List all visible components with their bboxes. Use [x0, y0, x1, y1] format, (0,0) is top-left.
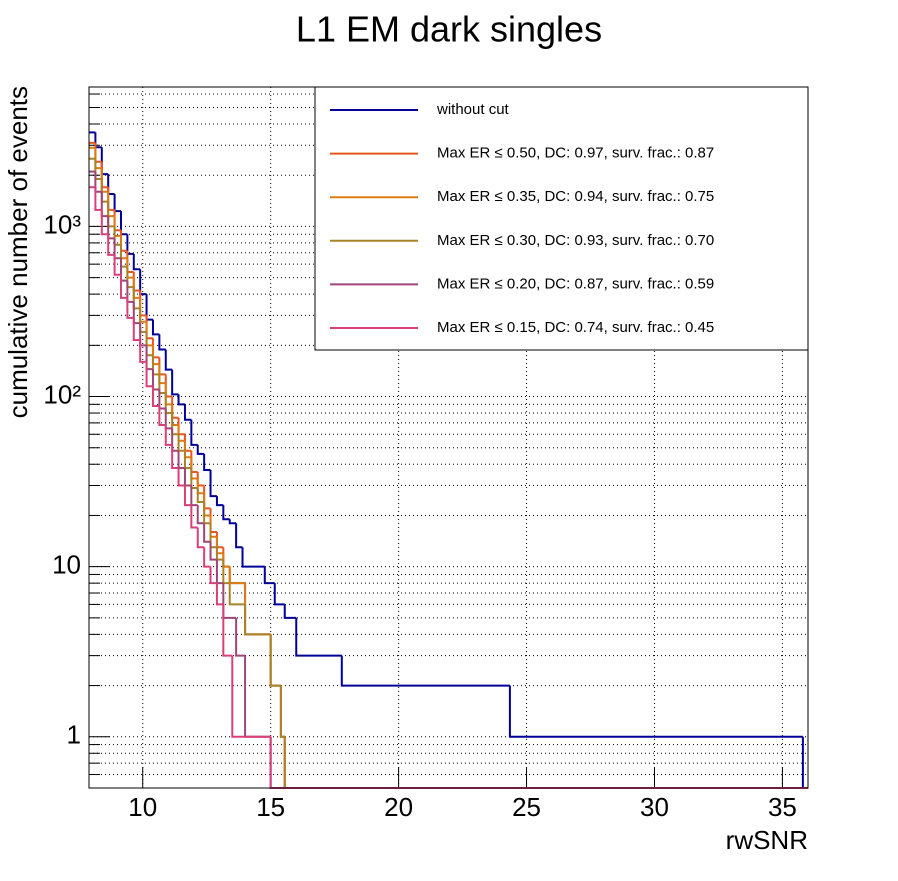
step-segment	[171, 369, 179, 396]
y-tick-label: 1	[67, 720, 81, 750]
step-segment	[113, 254, 121, 276]
x-tick-label: 25	[512, 792, 541, 822]
step-segment	[228, 583, 246, 606]
step-segment	[209, 541, 217, 561]
step-segment	[164, 425, 173, 446]
step-segment	[177, 468, 185, 487]
step-segment	[132, 317, 141, 341]
step-segment	[235, 523, 243, 549]
legend-label: without cut	[436, 101, 510, 118]
step-segment	[283, 604, 297, 619]
step-segment	[215, 583, 224, 606]
legend-label: Max ER ≤ 0.35, DC: 0.94, surv. frac.: 0.…	[437, 188, 714, 205]
step-segment	[196, 488, 205, 503]
step-segment	[126, 297, 134, 319]
step-segment	[183, 468, 192, 487]
step-segment	[279, 685, 285, 738]
step-segment	[196, 505, 205, 525]
step-segment	[231, 655, 271, 738]
step-segment	[209, 470, 217, 498]
legend-label: Max ER ≤ 0.15, DC: 0.74, surv. frac.: 0.…	[437, 319, 714, 336]
step-segment	[209, 566, 217, 585]
step-segment	[196, 444, 205, 455]
step-segment	[132, 253, 141, 271]
step-segment	[295, 617, 342, 657]
step-segment	[340, 655, 510, 687]
step-segment	[183, 450, 192, 470]
legend-label: Max ER ≤ 0.20, DC: 0.87, surv. frac.: 0.…	[437, 275, 714, 292]
step-segment	[222, 505, 230, 521]
step-segment	[145, 361, 153, 388]
step-segment	[158, 405, 166, 427]
step-segment	[190, 485, 198, 507]
y-tick-label: 10³	[43, 209, 81, 239]
step-segment	[203, 523, 211, 543]
step-segment	[107, 234, 115, 256]
step-segment	[190, 419, 198, 446]
step-segment	[222, 604, 233, 657]
step-segment	[183, 404, 192, 421]
step-segment	[151, 386, 160, 407]
step-segment	[164, 349, 173, 371]
step-segment	[94, 187, 102, 211]
x-tick-label: 10	[128, 792, 157, 822]
step-segment	[151, 319, 160, 336]
step-segment	[100, 209, 109, 236]
step-segment	[190, 505, 198, 529]
step-segment	[215, 547, 224, 561]
y-tick-label: 10²	[43, 379, 81, 409]
step-segment	[215, 496, 224, 507]
step-segment	[269, 634, 281, 687]
step-segment	[263, 566, 275, 585]
step-segment	[183, 485, 192, 507]
x-tick-label: 15	[256, 792, 285, 822]
step-segment	[203, 453, 211, 472]
x-axis-label: rwSNR	[726, 825, 808, 855]
step-segment	[171, 444, 179, 470]
step-segment	[177, 394, 185, 406]
step-segment	[203, 547, 211, 568]
legend-label: Max ER ≤ 0.30, DC: 0.93, surv. frac.: 0.…	[437, 232, 714, 249]
step-segment	[241, 547, 265, 568]
legend: without cut Max ER ≤ 0.50, DC: 0.97, surv…	[314, 86, 809, 351]
step-segment	[196, 527, 205, 549]
step-segment	[273, 583, 285, 606]
x-tick-label: 30	[640, 792, 669, 822]
legend-box	[314, 86, 809, 351]
chart-title: L1 EM dark singles	[296, 9, 602, 50]
legend-label: Max ER ≤ 0.50, DC: 0.97, surv. frac.: 0.…	[437, 145, 714, 162]
x-tick-label: 20	[384, 792, 413, 822]
step-segment	[158, 334, 166, 351]
y-tick-label: 10	[52, 550, 81, 580]
y-axis-label: cumulative number of events	[3, 86, 33, 418]
step-segment	[139, 339, 147, 363]
step-segment	[119, 274, 128, 299]
step-segment	[228, 519, 237, 525]
x-tick-label: 35	[768, 792, 797, 822]
step-segment	[508, 685, 803, 738]
step-segment	[244, 604, 271, 636]
step-segment	[235, 617, 246, 657]
